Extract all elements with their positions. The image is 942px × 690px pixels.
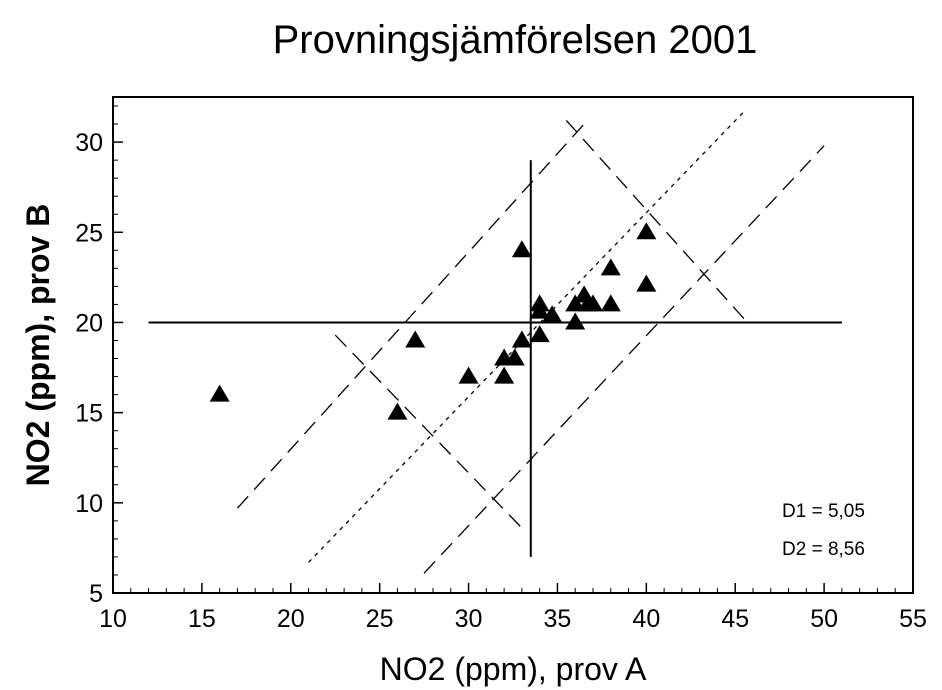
x-tick-label: 40 [632,605,660,633]
annotation-d2: D2 = 8,56 [782,539,865,560]
data-point-triangle [600,294,621,312]
y-tick-label: 5 [89,580,103,608]
y-tick-label: 15 [75,400,103,428]
upper-limit-line [236,123,585,509]
upper-cross-line [565,120,745,320]
data-point-triangle [458,366,479,384]
chart-title: Provningsjämförelsen 2001 [273,18,758,62]
data-point-triangle [494,366,515,384]
data-point-triangle [565,312,586,330]
y-tick-label: 20 [75,309,103,337]
data-point-triangle [504,348,525,366]
data-point-triangle [387,402,408,420]
data-point-triangle [529,294,550,312]
x-tick-label: 30 [455,605,483,633]
x-tick-label: 55 [899,605,927,633]
x-tick-label: 50 [810,605,838,633]
data-point-triangle [542,305,563,323]
lower-cross-line [334,334,526,533]
data-point-triangle [529,325,550,343]
reference-lines [148,110,842,574]
data-point-triangle [600,258,621,276]
data-point-triangle [636,222,657,240]
x-tick-label: 25 [366,605,394,633]
identity-line [308,110,745,563]
data-point-triangle [583,294,603,312]
data-point-triangle [636,274,657,292]
y-tick-label: 25 [75,219,103,247]
lower-limit-line [423,145,825,574]
data-point-triangle [511,240,532,258]
data-point-triangle [511,330,532,348]
data-point-triangle [209,384,230,402]
y-tick-label: 10 [75,490,103,518]
x-axis-label: NO2 (ppm), prov A [380,651,647,687]
y-tick-label: 30 [75,129,103,157]
x-tick-label: 20 [277,605,305,633]
x-tick-label: 45 [721,605,749,633]
y-axis-label: NO2 (ppm), prov B [20,204,56,487]
annotation-d1: D1 = 5,05 [782,501,865,522]
data-points [209,222,657,420]
x-tick-label: 10 [99,605,127,633]
plot-frame [112,96,914,594]
data-point-triangle [405,330,426,348]
x-tick-label: 35 [544,605,572,633]
x-tick-label: 15 [188,605,216,633]
